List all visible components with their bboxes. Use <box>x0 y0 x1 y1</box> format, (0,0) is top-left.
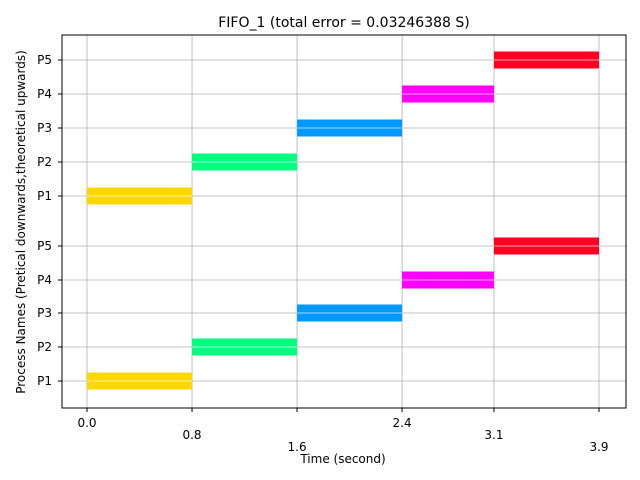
x-tick-label: 0.0 <box>77 416 96 430</box>
y-tick-label: P2 <box>37 155 52 169</box>
x-tick-label: 2.4 <box>393 416 412 430</box>
x-axis-label: Time (second) <box>299 452 385 466</box>
y-ticks: P1 P2 P3 P4 P5 P1 P2 P3 P4 P5 <box>37 53 62 388</box>
x-tick-label: 0.8 <box>182 428 201 442</box>
x-tick-label: 3.9 <box>589 440 608 454</box>
x-tick-label: 1.6 <box>288 440 307 454</box>
y-tick-label: P2 <box>37 340 52 354</box>
y-tick-label: P1 <box>37 189 52 203</box>
y-tick-label: P3 <box>37 306 52 320</box>
y-tick-label: P3 <box>37 121 52 135</box>
x-ticks: 0.0 0.8 1.6 2.4 3.1 3.9 <box>77 408 609 454</box>
plot-frame <box>61 34 627 409</box>
grid-layer <box>62 35 626 408</box>
y-axis-label: Process Names (Pretical downwards,theore… <box>14 50 28 394</box>
x-tick-label: 3.1 <box>484 428 503 442</box>
bar-layer <box>87 51 599 390</box>
y-tick-label: P4 <box>37 87 52 101</box>
y-tick-label: P4 <box>37 273 52 287</box>
y-tick-label: P1 <box>37 374 52 388</box>
chart-title: FIFO_1 (total error = 0.03246388 S) <box>218 15 469 31</box>
y-tick-label: P5 <box>37 239 52 253</box>
y-tick-label: P5 <box>37 53 52 67</box>
